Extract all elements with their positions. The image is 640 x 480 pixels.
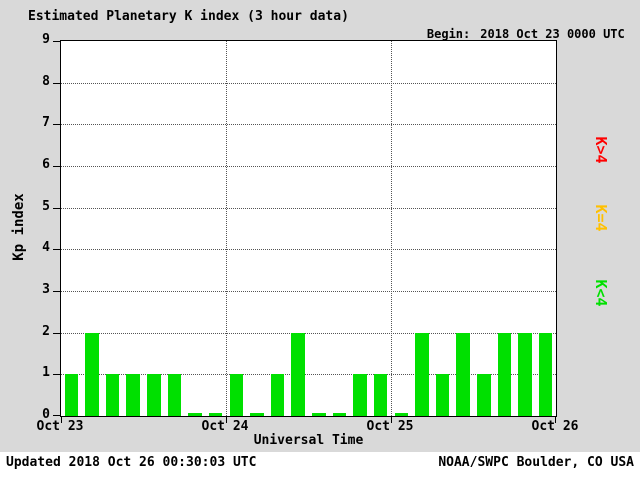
gridline-v — [391, 41, 392, 416]
chart-title: Estimated Planetary K index (3 hour data… — [28, 9, 349, 24]
y-tick-label: 5 — [42, 199, 50, 214]
gridline-h — [61, 374, 556, 375]
gridline-h — [61, 83, 556, 84]
x-tick-label: Oct 26 — [531, 419, 579, 434]
plot-area — [53, 40, 557, 423]
kp-bar — [105, 374, 120, 416]
kp-bar — [332, 413, 347, 416]
y-tick-mark — [53, 374, 60, 375]
kp-bar — [167, 374, 182, 416]
kp-bar — [312, 413, 326, 416]
kp-bar — [435, 374, 450, 416]
kp-bar — [188, 413, 202, 416]
y-tick-mark — [53, 415, 60, 416]
footer-strip — [0, 452, 640, 480]
y-tick-label: 8 — [42, 74, 50, 89]
kp-bar — [477, 374, 491, 416]
source-credit: NOAA/SWPC Boulder, CO USA — [438, 455, 634, 470]
kp-bar — [229, 374, 243, 416]
gridline-h — [61, 166, 556, 167]
y-tick-label: 0 — [42, 407, 50, 422]
gridline-h — [61, 291, 556, 292]
y-tick-mark — [53, 291, 60, 292]
x-tick-mark — [391, 417, 392, 423]
kp-bar — [250, 413, 264, 416]
legend-k-lt-4: K<4 — [592, 279, 610, 307]
y-tick-label: 9 — [42, 32, 50, 47]
kp-bar — [208, 413, 223, 416]
kp-bar — [497, 333, 512, 416]
kp-bar — [538, 333, 553, 416]
kp-bar — [518, 333, 532, 416]
x-tick-label: Oct 24 — [201, 419, 249, 434]
kp-bar — [415, 333, 429, 416]
kp-bar — [373, 374, 388, 416]
updated-timestamp: Updated 2018 Oct 26 00:30:03 UTC — [6, 455, 257, 470]
x-tick-label: Oct 25 — [366, 419, 414, 434]
gridline-h — [61, 208, 556, 209]
legend-k-gt-4: K>4 — [592, 136, 610, 164]
kp-bar — [126, 374, 140, 416]
y-tick-label: 2 — [42, 324, 50, 339]
legend-k-eq-4: K=4 — [592, 204, 610, 232]
kp-bar — [291, 333, 305, 416]
y-axis-label: Kp index — [11, 193, 27, 261]
begin-info: Begin: 2018 Oct 23 0000 UTC — [398, 13, 625, 55]
y-tick-mark — [53, 249, 60, 250]
gridline-h — [61, 333, 556, 334]
kp-bar — [147, 374, 161, 416]
gridline-h — [61, 249, 556, 250]
y-tick-label: 3 — [42, 282, 50, 297]
kp-bar — [64, 374, 78, 416]
x-tick-label: Oct 23 — [36, 419, 84, 434]
x-tick-mark — [555, 417, 556, 423]
y-tick-label: 7 — [42, 115, 50, 130]
y-tick-mark — [53, 166, 60, 167]
kp-bar — [394, 413, 408, 416]
y-tick-mark — [53, 333, 60, 334]
y-tick-mark — [53, 208, 60, 209]
y-tick-mark — [53, 124, 60, 125]
x-tick-mark — [226, 417, 227, 423]
kp-bar — [456, 333, 470, 416]
y-tick-label: 6 — [42, 157, 50, 172]
x-axis-label: Universal Time — [253, 433, 364, 448]
gridline-h — [61, 124, 556, 125]
x-tick-mark — [61, 417, 62, 423]
y-tick-label: 1 — [42, 365, 50, 380]
begin-value: 2018 Oct 23 0000 UTC — [480, 27, 625, 41]
begin-label: Begin: — [426, 27, 471, 41]
kp-bar — [270, 374, 285, 416]
kp-bar — [85, 333, 99, 416]
y-tick-mark — [53, 41, 60, 42]
kp-bar — [353, 374, 367, 416]
y-tick-label: 4 — [42, 240, 50, 255]
gridline-v — [226, 41, 227, 416]
y-tick-mark — [53, 83, 60, 84]
